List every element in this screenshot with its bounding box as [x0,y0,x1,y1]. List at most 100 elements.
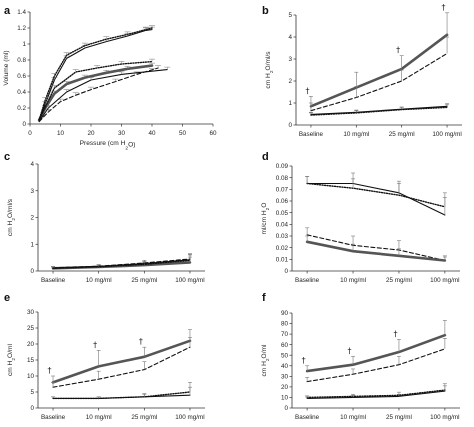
series-solid-thick-line [51,339,192,384]
x-tick-label: 25 mg/ml [386,414,412,421]
y-tick-label: 1 [30,241,34,248]
significance-dagger: † [93,340,97,349]
y-tick-label: 0 [30,268,34,275]
x-tick-label: 25 mg/ml [131,414,157,421]
y-axis-label-part: O/ml/s [7,198,14,218]
significance-dagger: † [305,86,309,95]
panel-letter: e [4,292,10,304]
panel-letter: c [4,151,10,163]
y-tick-label: 4 [288,34,292,41]
y-axis-label-part: O/ml [7,343,14,357]
x-tick-label: Baseline [295,414,320,421]
series-dashed-line [38,67,159,123]
x-tick-label: 60 [209,130,217,137]
significance-dagger: † [48,366,52,375]
y-tick-label: 1.4 [17,9,26,16]
panel-b: b 0 1 2 3 4 5 Baseline 10 mg/ml 25 mg/ml 100 mg/ml… [262,3,462,138]
x-tick-label: 25 mg/ml [386,277,412,284]
y-tick-label: 4 [30,161,34,168]
panel-a: a 0 0.2 0.4 0.6 0.8 1 1.2 1.4 0 10 20 30 40 50 60 Volume… [3,5,217,151]
panel-f: f 0 10 20 30 40 50 60 70 80 90 Baseline 10 mg/ml 25 m… [261,292,460,421]
y-axis-label-part: 2 [11,218,17,221]
significance-dagger: † [348,346,352,355]
y-axis-label-part: 2 [11,358,17,361]
significance-dagger: † [396,46,400,55]
x-tick-label: 10 mg/ml [343,131,369,138]
x-tick-label: 10 mg/ml [86,414,112,421]
x-tick-label: 0 [28,130,32,137]
series-solid-thin-line [38,69,168,123]
series-solid-thin-line [52,394,191,399]
x-tick-label: 10 [57,130,65,137]
series-dotted-line [306,389,446,399]
y-axis-label-part: 2 [265,207,271,210]
panel-letter: a [4,5,11,17]
y-axis-label-part: cm H [7,220,14,236]
significance-dagger: † [393,329,397,338]
y-tick-label: 20 [281,384,289,391]
x-tick-label: 100 mg/ml [430,414,459,421]
y-tick-label: 0 [288,122,292,129]
significance-dagger: † [442,3,446,12]
x-tick-label: 100 mg/ml [432,131,461,138]
series-dashed-line [306,234,446,262]
y-tick-label: 0.03 [276,233,289,240]
panel-letter: b [262,5,269,17]
x-tick-label: 100 mg/ml [175,414,204,421]
x-tick-label: 25 mg/ml [131,277,157,284]
x-tick-label: Baseline [41,277,66,284]
y-axis-label-part: cm H [265,73,272,89]
x-axis-label-part: 2 [125,145,128,151]
y-tick-label: 0.2 [17,105,26,112]
series-solid-thin-line [52,259,191,269]
y-tick-label: 50 [281,352,289,359]
y-tick-label: 1 [288,100,292,107]
panel-letter: f [262,292,266,304]
y-tick-label: 0.04 [276,221,289,228]
x-tick-label: 40 [148,130,156,137]
y-tick-label: 0.8 [17,57,26,64]
y-tick-label: 40 [281,363,289,370]
panel-d: d 0 0.01 0.02 0.03 0.04 0.05 0.06 0.07 0.08 0.09 Ba… [261,151,460,284]
y-axis-label-part: cm H [261,361,268,377]
x-tick-label: 10 mg/ml [340,277,366,284]
series-dotted-line [38,60,153,121]
series-solid-thin-line [306,390,446,400]
y-tick-label: 0.07 [276,186,289,193]
y-tick-label: 2 [288,78,292,85]
significance-dagger: † [139,337,143,346]
y-tick-label: 0.05 [276,210,289,217]
panel-e: e 0 5 10 15 20 25 30 Baseline 10 mg/ml 25 mg/ml 100… [4,292,205,421]
x-tick-label: 100 mg/ml [430,277,459,284]
y-axis-label-part: O/ml [261,344,268,358]
x-axis-label: Pressure (cm H2O) [80,140,136,151]
panel-c: c 0 1 2 3 4 Baseline 10 mg/ml 25 mg/ml 100 mg/ml c… [4,151,205,284]
y-tick-label: 0 [284,268,288,275]
series-dashed-line [306,348,446,383]
y-tick-label: 10 [281,395,289,402]
y-tick-label: 2 [30,215,34,222]
y-tick-label: 0 [30,405,34,412]
x-tick-label: 10 mg/ml [86,277,112,284]
y-axis-label-part: Volume (ml) [3,50,10,85]
y-axis-label-part: cm H [7,360,14,376]
y-axis-label-part: ml/cm H [261,210,268,234]
y-tick-label: 0 [22,121,26,128]
y-tick-label: 10 [27,373,35,380]
x-tick-label: 20 [87,130,95,137]
y-tick-label: 15 [27,357,35,364]
series-dotted-line [306,182,446,208]
y-tick-label: 0.06 [276,198,289,205]
series-solid-thin-line [306,182,446,216]
y-tick-label: 90 [281,310,289,317]
x-tick-label: 30 [118,130,126,137]
y-tick-label: 0.6 [17,73,26,80]
x-tick-label: 10 mg/ml [340,414,366,421]
y-tick-label: 70 [281,331,289,338]
y-tick-label: 0 [284,405,288,412]
y-tick-label: 1.2 [17,25,26,32]
y-tick-label: 5 [30,389,34,396]
y-axis-label-part: 2 [265,358,271,361]
x-tick-label: Baseline [41,414,66,421]
y-tick-label: 60 [281,342,289,349]
